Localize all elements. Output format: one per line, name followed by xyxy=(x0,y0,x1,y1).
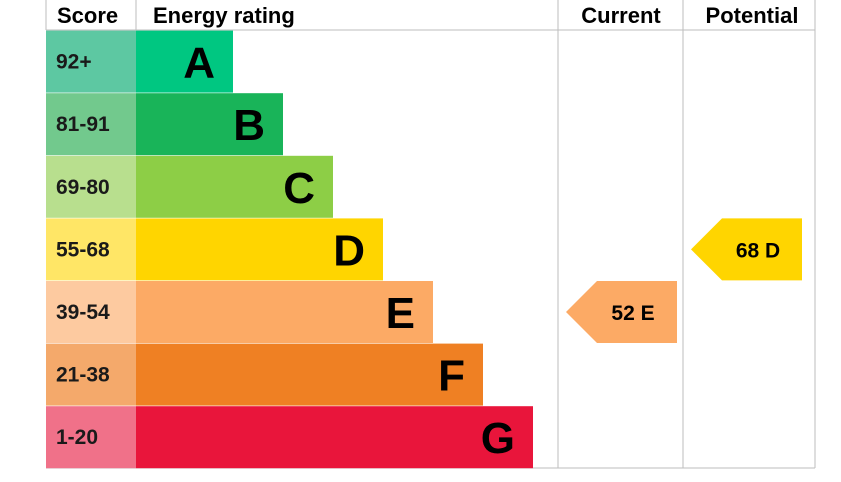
rating-letter-f: F xyxy=(438,352,465,401)
score-cell-c xyxy=(46,155,136,218)
rating-bar-e xyxy=(136,281,433,343)
rating-bar-f xyxy=(136,343,483,406)
score-range-a: 92+ xyxy=(56,51,92,74)
potential-header: Potential xyxy=(706,3,799,28)
score-range-d: 55-68 xyxy=(56,238,110,261)
rating-bar-a xyxy=(136,30,233,93)
score-cell-a xyxy=(46,30,136,93)
current-rating-arrow xyxy=(566,281,677,343)
score-cell-f xyxy=(46,343,136,406)
rating-letter-d: D xyxy=(333,226,365,275)
energy-rating-header: Energy rating xyxy=(153,3,295,28)
current-rating-arrow-label: 52 E xyxy=(611,302,654,325)
rating-bar-b xyxy=(136,93,283,156)
rating-letter-e: E xyxy=(386,289,415,338)
rating-letter-g: G xyxy=(481,414,515,463)
rating-bands: 92+ A 81-91 B 69-80 C 55-68 D 39-54 E 21-38 F 1-20 G xyxy=(46,30,533,469)
rating-letter-b: B xyxy=(233,101,265,150)
score-range-b: 81-91 xyxy=(56,113,110,136)
score-range-f: 21-38 xyxy=(56,364,110,387)
rating-arrows: 52 E 68 D xyxy=(566,218,802,343)
potential-rating-arrow xyxy=(691,218,802,281)
score-cell-e xyxy=(46,281,136,343)
score-cell-b xyxy=(46,93,136,156)
potential-rating-arrow-label: 68 D xyxy=(736,239,780,262)
rating-bar-c xyxy=(136,155,333,218)
score-range-c: 69-80 xyxy=(56,176,110,199)
rating-bar-g xyxy=(136,406,533,469)
rating-letter-a: A xyxy=(183,39,215,88)
score-range-e: 39-54 xyxy=(56,301,110,324)
rating-bar-d xyxy=(136,218,383,281)
score-header: Score xyxy=(57,3,118,28)
score-cell-d xyxy=(46,218,136,281)
score-range-g: 1-20 xyxy=(56,426,98,449)
rating-letter-c: C xyxy=(283,164,315,213)
score-cell-g xyxy=(46,406,136,469)
current-header: Current xyxy=(581,3,661,28)
